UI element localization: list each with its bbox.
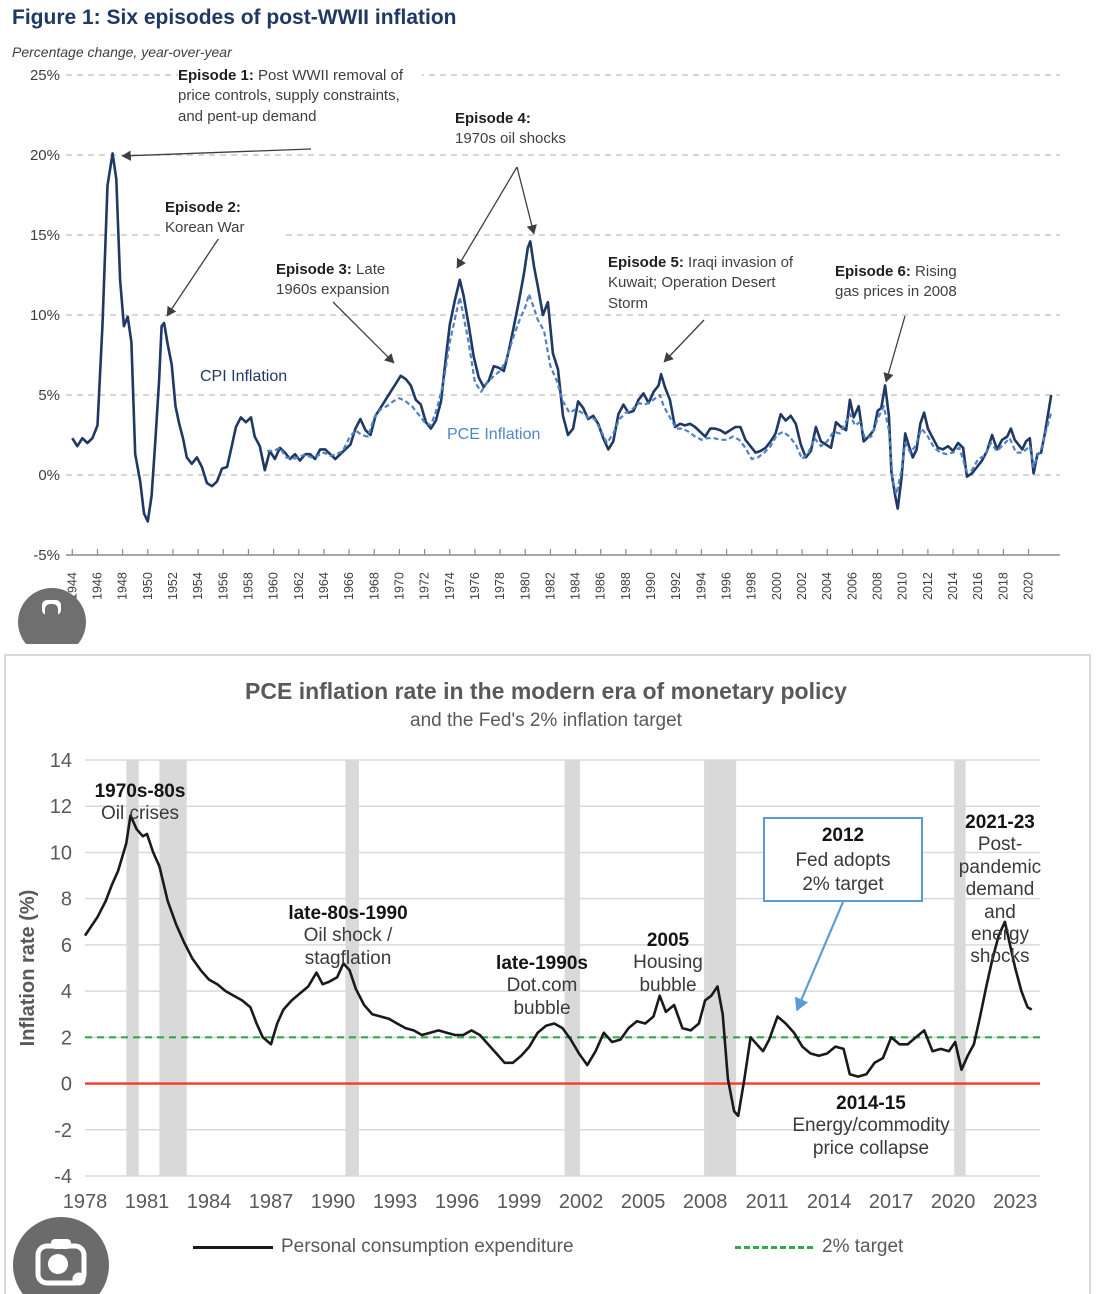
pce-series-label: PCE Inflation <box>447 426 541 443</box>
legend-pce-label: Personal consumption expenditure <box>281 1236 574 1257</box>
x-tick-label: 2000 <box>770 572 784 600</box>
cpi-series-label: CPI Inflation <box>200 368 288 385</box>
y-tick-label: 0% <box>38 467 60 484</box>
x-tick-label: 1988 <box>619 572 633 600</box>
y-tick-label: 15% <box>30 227 60 244</box>
x-tick-label: 2016 <box>971 572 985 600</box>
figure2-subtitle: and the Fed's 2% inflation target <box>410 710 682 731</box>
episode-annotation-2: Episode 2: Korean War <box>165 198 285 239</box>
x-tick-label: 1968 <box>367 572 381 600</box>
x-tick-label: 1986 <box>594 572 608 600</box>
x-tick-label: 2004 <box>820 572 834 600</box>
y-tick-label: 20% <box>30 147 60 164</box>
y-tick-label: 25% <box>30 67 60 84</box>
legend-target-line-swatch <box>735 1246 813 1249</box>
episode-annotation-4: Episode 4: 1970s oil shocks <box>455 109 605 150</box>
annotation-arrow <box>516 166 537 235</box>
figure2-title: PCE inflation rate in the modern era of … <box>245 678 847 704</box>
y-tick-label: 10% <box>30 307 60 324</box>
x-tick-label: 1994 <box>694 572 708 600</box>
x-tick-label: 1952 <box>166 572 180 600</box>
x-tick-label: 1946 <box>90 572 104 600</box>
episode-annotation-5: Episode 5: Iraqi invasion of Kuwait; Ope… <box>608 253 810 314</box>
x-tick-label: 2014 <box>946 572 960 600</box>
lens-camera-icon[interactable] <box>13 1217 109 1294</box>
annotation-arrow <box>883 315 906 383</box>
x-tick-label: 1970 <box>392 572 406 600</box>
x-tick-label: 1972 <box>418 572 432 600</box>
y-tick-label: -5% <box>33 547 60 564</box>
x-tick-label: 2012 <box>921 572 935 600</box>
x-tick-label: 1978 <box>493 572 507 600</box>
annotation-arrow <box>166 237 220 317</box>
cpi-line <box>71 152 1053 523</box>
pce-line <box>267 293 1053 496</box>
figure2-frame <box>4 654 1091 1294</box>
x-tick-label: 1976 <box>468 572 482 600</box>
lens-camera-icon[interactable] <box>18 588 86 644</box>
annotation-arrow <box>456 166 518 269</box>
x-tick-label: 2018 <box>996 572 1010 600</box>
episode-annotation-3: Episode 3: Late 1960s expansion <box>276 260 400 301</box>
y-tick-label: 5% <box>38 387 60 404</box>
x-tick-label: 1982 <box>543 572 557 600</box>
annotation-arrow <box>663 319 705 363</box>
x-tick-label: 2020 <box>1022 572 1036 600</box>
x-tick-label: 1998 <box>745 572 759 600</box>
x-tick-label: 1954 <box>191 572 205 600</box>
figure1-chart: 25%20%15%10%5%0%-5%1944 1946 1948 1950 1952 1… <box>30 67 1060 600</box>
x-tick-label: 1980 <box>518 572 532 600</box>
figure1-subtitle: Percentage change, year-over-year <box>12 44 232 60</box>
figure2-y-axis-label: Inflation rate (%) <box>17 889 39 1047</box>
x-tick-label: 1974 <box>443 572 457 600</box>
x-tick-label: 1958 <box>241 572 255 600</box>
x-tick-label: 1966 <box>342 572 356 600</box>
x-tick-label: 1962 <box>292 572 306 600</box>
annotation-arrow <box>332 301 395 364</box>
episode-annotation-6: Episode 6: Rising gas prices in 2008 <box>835 262 965 303</box>
x-tick-label: 2002 <box>795 572 809 600</box>
x-tick-label: 1960 <box>267 572 281 600</box>
legend-pce-line-swatch <box>193 1246 273 1249</box>
x-tick-label: 1984 <box>569 572 583 600</box>
figure1-plot: 25%20%15%10%5%0%-5%1944 1946 1948 1950 1952 1… <box>30 67 1060 600</box>
annotation-arrow <box>121 148 312 161</box>
episode-annotation-1: Episode 1: Post WWII removal of price co… <box>178 66 422 127</box>
x-tick-label: 1948 <box>116 572 130 600</box>
x-tick-label: 1956 <box>216 572 230 600</box>
x-tick-label: 1996 <box>720 572 734 600</box>
x-tick-label: 1950 <box>141 572 155 600</box>
x-tick-label: 2006 <box>845 572 859 600</box>
figure1-annotations: Episode 1: Post WWII removal of price co… <box>165 66 965 314</box>
x-tick-label: 1964 <box>317 572 331 600</box>
x-tick-label: 2008 <box>871 572 885 600</box>
legend-target-label: 2% target <box>822 1236 904 1257</box>
x-tick-label: 1990 <box>644 572 658 600</box>
figure1-title: Figure 1: Six episodes of post-WWII infl… <box>12 6 457 29</box>
x-tick-label: 2010 <box>896 572 910 600</box>
x-tick-label: 1992 <box>669 572 683 600</box>
